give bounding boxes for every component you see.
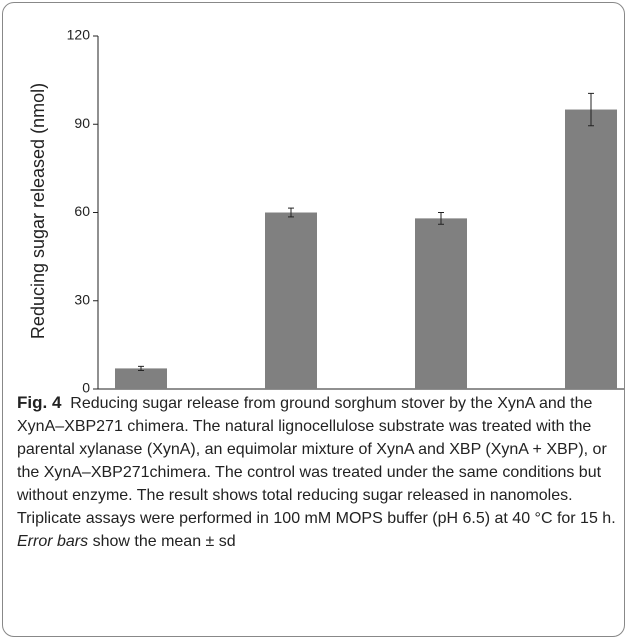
bar (415, 218, 467, 389)
y-tick-label: 60 (74, 203, 90, 219)
y-tick-label: 0 (82, 380, 90, 393)
caption-text: Reducing sugar release from ground sorgh… (17, 395, 616, 527)
caption-italic: Error bars (17, 533, 89, 550)
caption-tail: show the mean ± sd (92, 533, 236, 550)
bar (565, 109, 617, 390)
y-tick-label: 30 (74, 291, 90, 307)
caption-label: Fig. 4 (17, 393, 62, 412)
chart: Reducing sugar released (nmol) 0 30 60 90 12… (28, 27, 624, 393)
bar (115, 368, 167, 389)
y-tick-label: 120 (67, 27, 91, 43)
bar (265, 212, 317, 389)
caption: Fig. 4 Reducing sugar release from groun… (17, 391, 617, 553)
y-axis-label: Reducing sugar released (nmol) (28, 83, 48, 339)
y-tick-label: 90 (74, 115, 90, 131)
